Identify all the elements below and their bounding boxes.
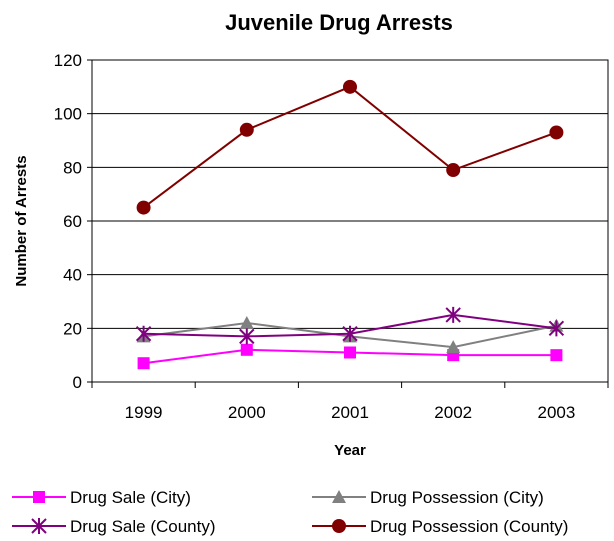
y-tick-label: 0 <box>73 373 82 392</box>
data-point <box>549 125 564 140</box>
x-tick-label: 1999 <box>125 403 163 422</box>
legend-item: Drug Possession (County) <box>312 517 568 536</box>
x-tick-label: 2002 <box>434 403 472 422</box>
legend-label: Drug Sale (City) <box>70 488 191 507</box>
y-tick-label: 20 <box>63 319 82 338</box>
data-point <box>135 325 152 342</box>
data-point <box>446 340 461 354</box>
y-tick-label: 120 <box>54 51 82 70</box>
data-point <box>239 122 254 137</box>
y-axis-ticks: 0 20 40 60 80 100 120 <box>54 51 92 392</box>
x-tick-label: 2001 <box>331 403 369 422</box>
legend-label: Drug Sale (County) <box>70 517 216 536</box>
legend-swatch-marker <box>332 519 346 533</box>
data-point <box>343 79 357 94</box>
x-axis-ticks: 1999 2000 2001 2002 2003 <box>91 382 609 422</box>
gridlines <box>92 113 608 329</box>
data-point <box>239 315 254 329</box>
data-point <box>446 163 461 178</box>
legend-item: Drug Sale (City) <box>12 488 191 507</box>
data-point <box>240 343 253 356</box>
y-tick-label: 80 <box>63 158 82 177</box>
legend-item: Drug Sale (County) <box>12 517 216 536</box>
data-series <box>135 79 565 370</box>
data-point <box>344 346 356 359</box>
series-line <box>142 85 557 209</box>
series-group <box>135 306 565 345</box>
x-axis-label: Year <box>334 442 366 459</box>
legend: Drug Sale (City) Drug Possession (City) Dr… <box>12 488 568 536</box>
chart-title: Juvenile Drug Arrests <box>225 10 453 35</box>
data-point <box>137 357 150 370</box>
data-point <box>550 349 563 362</box>
y-tick-label: 40 <box>63 266 82 285</box>
data-point <box>136 200 151 215</box>
series-group <box>137 343 563 370</box>
legend-swatch-marker <box>31 518 47 534</box>
data-point <box>548 320 565 337</box>
y-tick-label: 60 <box>63 212 82 231</box>
data-point <box>342 325 358 342</box>
legend-label: Drug Possession (City) <box>370 488 544 507</box>
data-point <box>445 306 461 323</box>
y-tick-label: 100 <box>54 105 82 124</box>
y-axis-label: Number of Arrests <box>13 155 30 286</box>
legend-label: Drug Possession (County) <box>370 517 568 536</box>
legend-swatch-marker <box>33 491 45 503</box>
series-group <box>136 79 564 215</box>
legend-item: Drug Possession (City) <box>312 488 544 507</box>
data-point <box>239 328 255 345</box>
legend-swatch-marker <box>332 490 346 503</box>
x-tick-label: 2000 <box>228 403 266 422</box>
x-tick-label: 2003 <box>537 403 575 422</box>
